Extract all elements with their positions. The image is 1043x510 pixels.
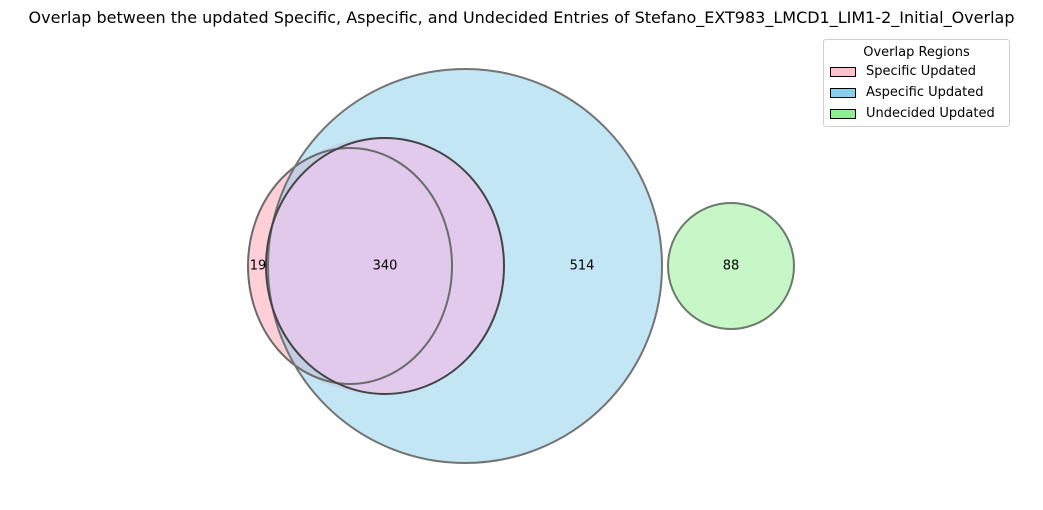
legend-swatch-specific (830, 66, 856, 77)
legend: Overlap Regions Specific Updated Aspecif… (823, 39, 1010, 127)
region-label-aspecific-only: 514 (570, 259, 595, 274)
region-label-undecided-only: 88 (723, 259, 740, 274)
overlap-outline (265, 137, 505, 395)
legend-label-undecided: Undecided Updated (866, 106, 995, 121)
chart-title: Overlap between the updated Specific, As… (28, 8, 1015, 27)
legend-entry-aspecific: Aspecific Updated (824, 82, 1009, 103)
legend-swatch-undecided (830, 108, 856, 119)
legend-title: Overlap Regions (863, 45, 970, 60)
legend-swatch-aspecific (830, 87, 856, 98)
legend-entry-specific: Specific Updated (824, 61, 1009, 82)
aspecific-outline (267, 68, 663, 464)
legend-entry-undecided: Undecided Updated (824, 103, 1009, 124)
region-label-specific-aspecific: 340 (373, 259, 398, 274)
undecided-circle (668, 203, 794, 329)
specific-outline (247, 147, 453, 385)
legend-label-specific: Specific Updated (866, 64, 977, 79)
legend-label-aspecific: Aspecific Updated (866, 85, 984, 100)
undecided-outline (667, 202, 795, 330)
region-label-specific-only: 19 (250, 259, 267, 274)
overlap-specific-aspecific (266, 138, 504, 394)
